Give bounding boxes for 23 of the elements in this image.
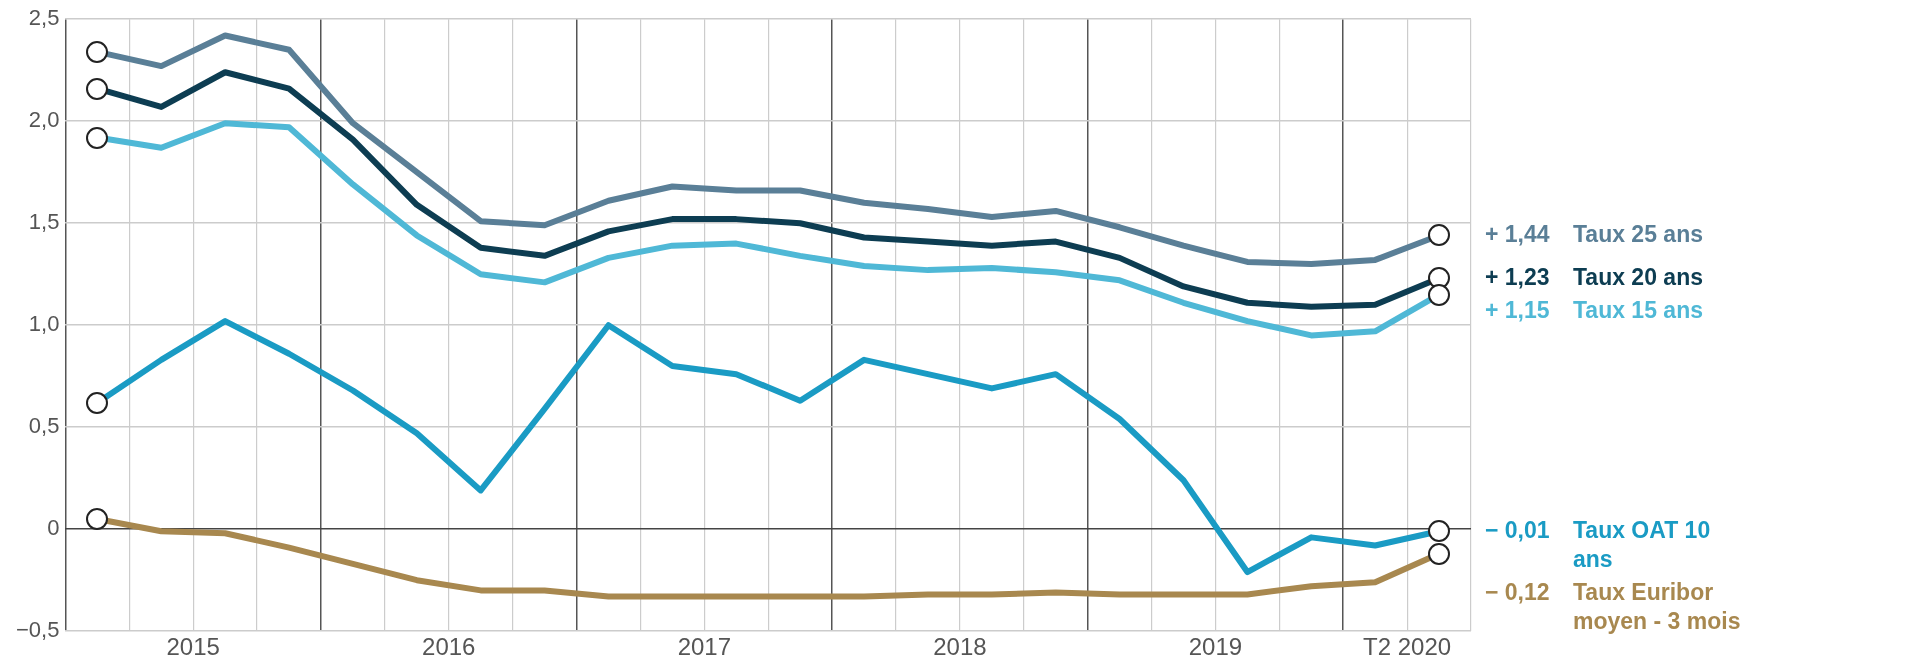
x-tick-label: 2019 [1188,633,1243,661]
x-tick-label: 2017 [677,633,732,661]
data-label: − 0,01 [1485,516,1550,543]
data-label: − 0,12 [1485,578,1550,605]
y-tick-label: 1,0 [28,311,60,337]
text: Taux Euribor moyen - 3 mois [1573,578,1741,634]
x-tick-label: T2 2020 [1363,633,1452,661]
x-tick-label: 2018 [933,633,987,661]
data-label: + 1,44 [1485,220,1550,247]
y-tick-label: 1,5 [28,209,60,235]
y-tick-label: 0 [47,515,60,541]
y-tick-label: 0,5 [28,413,60,439]
x-tick-label: 2015 [166,633,220,661]
data-label: + 1,23 [1485,263,1550,290]
y-tick-label: −0,5 [15,617,60,643]
y-tick-label: 2,0 [28,107,60,133]
text: Taux 15 ans [1573,296,1703,323]
text: Taux OAT 10 ans [1573,516,1711,572]
y-tick-label: 2,5 [28,5,60,31]
text: Taux 25 ans [1573,220,1703,247]
data-label: + 1,15 [1485,296,1550,323]
x-tick-label: 2016 [422,633,476,661]
text: Taux 20 ans [1573,263,1703,290]
